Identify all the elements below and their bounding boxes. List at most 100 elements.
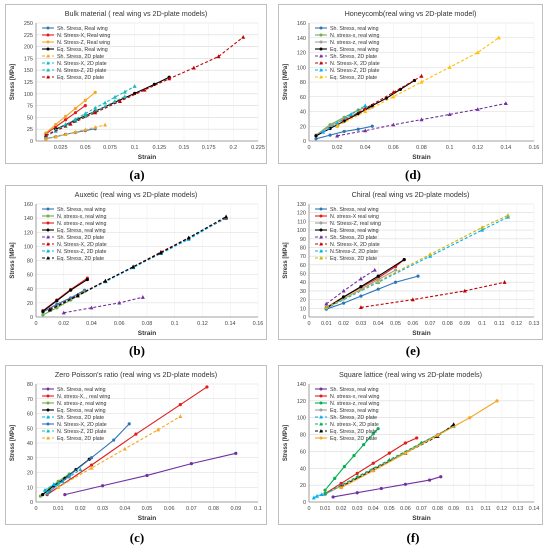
- data-point: [363, 103, 368, 108]
- y-tick-label: 0: [303, 315, 306, 321]
- data-point: [447, 65, 452, 69]
- series-sh-stress-2d-plate: [311, 492, 324, 500]
- data-point: [191, 65, 196, 70]
- legend-marker: [319, 47, 323, 51]
- data-point: [89, 463, 94, 467]
- legend-entry: Sh. Stress, Real wing: [57, 26, 108, 32]
- caption-e-top: (e): [405, 343, 421, 358]
- data-point: [379, 486, 383, 491]
- legend-entry: N.Stress-Z, 2D plate: [330, 249, 378, 255]
- data-point: [358, 276, 363, 281]
- data-point: [112, 438, 116, 442]
- y-tick-label: 80: [27, 259, 33, 265]
- y-tick-label: 40: [300, 466, 306, 472]
- data-point: [41, 493, 45, 497]
- x-tick-label: 0.04: [360, 145, 371, 151]
- legend-marker: [46, 47, 50, 51]
- legend-entry: N. stress-X, 2D plate: [330, 422, 379, 428]
- data-point: [372, 267, 377, 272]
- x-tick-label: 0.02: [332, 145, 343, 151]
- x-tick-label: 0.04: [119, 506, 130, 512]
- y-tick-label: 10: [27, 485, 33, 491]
- legend-entry: Eq. Stress, real wing: [330, 408, 379, 414]
- x-tick-label: 0.01: [53, 506, 64, 512]
- legend-entry: N. stress-z, real wing: [57, 221, 107, 227]
- series-line: [336, 75, 422, 126]
- y-tick-label: 50: [300, 272, 306, 278]
- x-axis-label: Strain: [412, 330, 430, 337]
- legend-marker: [46, 394, 50, 398]
- legend-marker: [319, 54, 323, 58]
- data-point: [363, 106, 368, 111]
- series-line: [322, 105, 366, 133]
- legend-marker: [319, 75, 323, 79]
- data-point: [67, 474, 72, 479]
- x-tick-label: 0.02: [58, 321, 69, 327]
- x-tick-label: 0.04: [373, 321, 384, 327]
- data-point: [376, 427, 380, 431]
- chart-panel-chiral: Chiral (real wing vs 2D-plate models) 0 10…: [278, 185, 543, 340]
- legend-entry: Eq. Stress, real wing: [330, 47, 379, 53]
- legend-marker: [46, 401, 50, 405]
- data-point: [376, 274, 380, 278]
- y-tick-label: 0: [30, 500, 33, 506]
- data-point: [323, 488, 327, 492]
- legend-entry: N. stress-z, real wing: [57, 401, 107, 407]
- data-point: [117, 300, 122, 305]
- legend-marker: [46, 249, 50, 253]
- x-axis-label: Strain: [138, 154, 156, 161]
- y-tick-label: 60: [27, 273, 33, 279]
- legend-entry: Eq. Stress, 2D plate: [57, 436, 104, 442]
- chart-panel-honeycomb: Honeycomb(real wing vs 2D-plate model) 0 2…: [278, 4, 543, 164]
- data-point: [85, 277, 89, 282]
- y-tick-label: 160: [297, 21, 306, 27]
- x-tick-label: 0.12: [496, 506, 507, 512]
- data-point: [43, 136, 48, 141]
- legend-marker: [46, 408, 50, 412]
- x-tick-label: 0.11: [481, 506, 491, 512]
- data-point: [391, 90, 396, 94]
- x-tick-label: 0.025: [54, 145, 68, 151]
- x-tick-label: 0: [307, 321, 310, 327]
- series-eq-stress-2d-plate: [47, 214, 229, 312]
- data-point: [145, 473, 149, 478]
- data-point: [427, 478, 432, 482]
- data-point: [480, 227, 485, 232]
- data-point: [428, 252, 433, 257]
- data-point: [468, 416, 472, 420]
- data-point: [339, 486, 343, 490]
- legend-entry: N. stress-X, , real wing: [57, 394, 110, 400]
- data-point: [44, 131, 48, 135]
- data-point: [439, 475, 443, 479]
- legend-marker: [46, 54, 50, 58]
- x-tick-label: 0.08: [142, 321, 153, 327]
- y-tick-label: 20: [300, 483, 306, 489]
- legend-marker: [319, 429, 323, 433]
- legend-marker: [319, 408, 323, 412]
- legend-entry: N. Stress-X, Real wing: [57, 33, 110, 39]
- x-tick-label: 0.1: [254, 506, 262, 512]
- series-sh-stress-real-wing: [324, 274, 420, 311]
- legend-marker: [319, 33, 323, 37]
- x-tick-label: 0.08: [442, 321, 453, 327]
- data-point: [315, 493, 320, 498]
- data-point: [503, 101, 508, 105]
- x-tick-label: 0.12: [197, 321, 208, 327]
- x-tick-label: 0.09: [448, 506, 459, 512]
- chart-panel-square-lattice: Square lattice (real wing vs 2D-plate mo…: [278, 365, 543, 525]
- data-point: [371, 432, 375, 436]
- data-point: [311, 495, 316, 500]
- x-tick-label: 0.06: [164, 506, 175, 512]
- data-point: [403, 451, 408, 455]
- y-tick-label: 20: [300, 298, 306, 304]
- series-n-stress-z-2d-plate: [45, 467, 83, 495]
- chart-svg: Honeycomb(real wing vs 2D-plate model) 0 2…: [283, 9, 539, 161]
- legend-marker: [46, 61, 50, 65]
- series-line: [42, 277, 88, 312]
- legend-entry: Sh. Stress, real wing: [330, 26, 379, 32]
- data-point: [358, 305, 363, 310]
- data-point: [178, 414, 183, 419]
- data-point: [112, 94, 117, 99]
- chart-svg: Bulk material ( real wing vs 2D-plate mo…: [10, 9, 265, 161]
- series-line: [360, 281, 505, 308]
